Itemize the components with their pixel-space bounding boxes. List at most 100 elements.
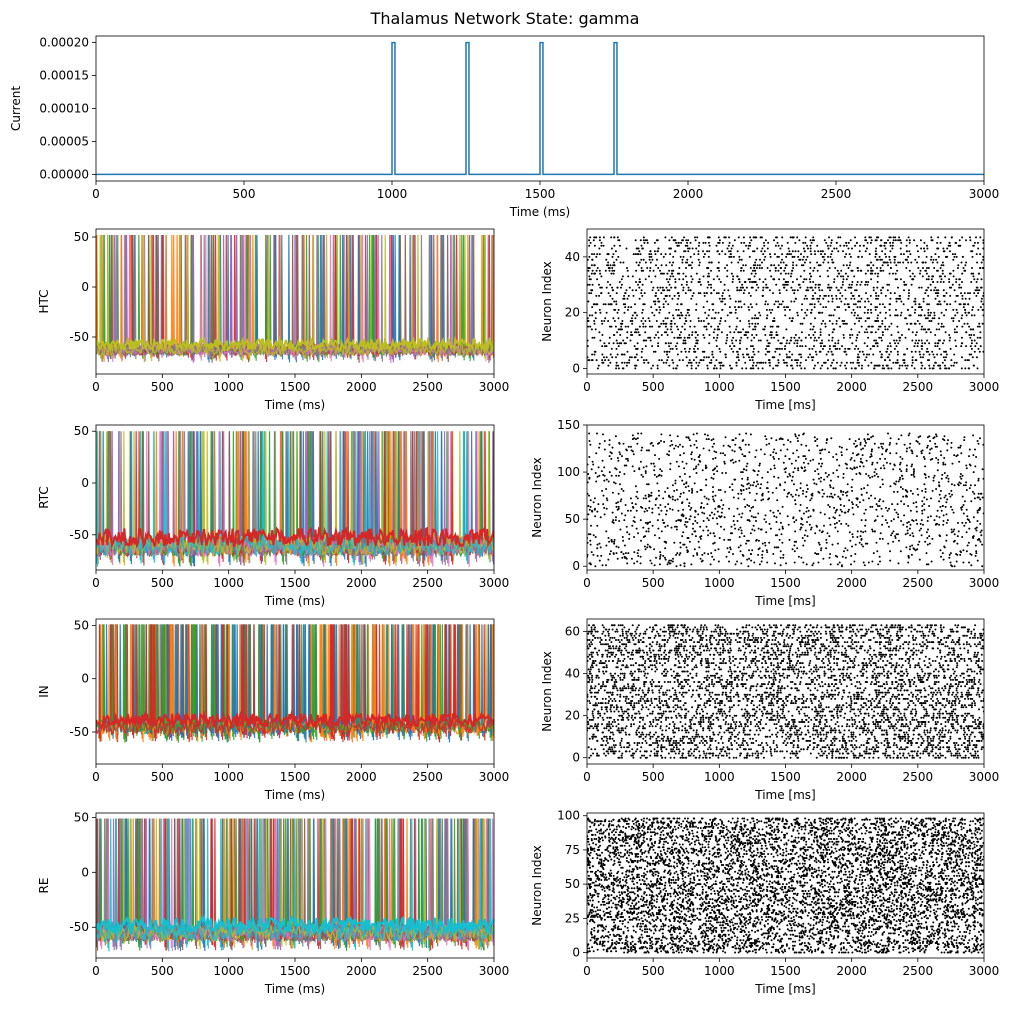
spike-point xyxy=(870,455,873,458)
spike-point xyxy=(647,361,650,364)
spike-point xyxy=(669,462,672,465)
spike-point xyxy=(675,241,678,244)
spike-point xyxy=(776,499,779,502)
spike-point xyxy=(670,559,673,562)
spike-point xyxy=(928,359,930,362)
spike-point xyxy=(981,322,984,325)
spike-point xyxy=(716,334,719,336)
spike-point xyxy=(610,347,613,350)
spike-trace xyxy=(307,431,311,555)
spike-point xyxy=(654,275,657,278)
spike-point xyxy=(845,522,848,525)
spike-point xyxy=(786,283,789,286)
spike-point xyxy=(648,506,651,509)
spike-point xyxy=(919,522,922,525)
spike-point xyxy=(927,308,930,311)
spike-point xyxy=(905,546,908,549)
spike-point xyxy=(950,446,953,449)
spike-point xyxy=(774,350,777,353)
spike-point xyxy=(697,281,700,283)
spike-point xyxy=(702,447,705,450)
spike-point xyxy=(666,328,669,331)
spike-point xyxy=(864,300,867,303)
spike-point xyxy=(735,339,738,342)
spike-point xyxy=(787,272,790,275)
spike-point xyxy=(652,350,655,353)
spike-point xyxy=(740,492,743,495)
spike-point xyxy=(863,331,866,334)
spike-point xyxy=(779,247,782,250)
spike-point xyxy=(678,334,681,336)
spike-point xyxy=(796,342,799,345)
x-tick-label: 0 xyxy=(92,576,100,590)
spike-point xyxy=(781,258,783,261)
spike-point xyxy=(758,464,761,467)
spike-trace xyxy=(245,431,248,545)
spike-trace xyxy=(384,234,387,354)
spike-point xyxy=(835,453,838,456)
spike-point xyxy=(654,454,656,457)
spike-point xyxy=(777,300,780,303)
spike-point xyxy=(814,364,816,367)
spike-point xyxy=(726,275,729,278)
spike-point xyxy=(707,519,710,522)
spike-point xyxy=(812,508,815,511)
x-tick-label: 0 xyxy=(583,380,591,394)
spike-point xyxy=(627,552,630,555)
spike-point xyxy=(619,334,622,336)
spike-point xyxy=(859,269,862,272)
spike-point xyxy=(660,253,663,256)
spike-point xyxy=(697,258,700,261)
spike-point xyxy=(667,356,670,359)
spike-point xyxy=(708,334,711,336)
spike-point xyxy=(824,472,827,474)
spike-point xyxy=(919,269,922,272)
spike-point xyxy=(666,334,669,336)
spike-point xyxy=(836,542,839,545)
spike-point xyxy=(923,473,926,475)
spike-point xyxy=(908,241,911,244)
spike-point xyxy=(915,510,918,513)
spike-point xyxy=(706,267,708,269)
spike-point xyxy=(846,303,849,306)
spike-trace xyxy=(142,431,145,566)
spike-point xyxy=(641,446,644,449)
spike-point xyxy=(621,367,624,370)
spike-point xyxy=(652,462,655,465)
spike-point xyxy=(680,514,683,517)
spike-point xyxy=(970,272,973,275)
spike-point xyxy=(777,306,780,309)
spike-point xyxy=(750,515,753,518)
spike-point xyxy=(884,328,887,331)
spike-point xyxy=(964,264,967,267)
spike-point xyxy=(920,361,923,364)
spike-point xyxy=(910,283,913,286)
spike-point xyxy=(942,514,945,517)
spike-point xyxy=(754,272,757,275)
spike-point xyxy=(715,292,718,295)
spike-point xyxy=(739,446,742,449)
spike-point xyxy=(965,331,968,334)
spike-point xyxy=(909,523,912,526)
spike-point xyxy=(889,314,892,317)
spike-point xyxy=(751,528,754,531)
spike-point xyxy=(790,320,793,322)
spike-point xyxy=(593,353,596,356)
spike-point xyxy=(778,538,781,541)
spike-point xyxy=(809,286,812,289)
spike-point xyxy=(954,253,957,256)
spike-point xyxy=(596,432,598,435)
spike-point xyxy=(920,452,923,455)
spike-point xyxy=(663,297,666,300)
spike-point xyxy=(893,292,896,295)
spike-point xyxy=(840,446,843,449)
spike-point xyxy=(695,356,698,359)
spike-point xyxy=(768,350,771,353)
spike-point xyxy=(761,476,764,479)
spike-point xyxy=(800,526,803,529)
spike-point xyxy=(916,244,918,247)
spike-point xyxy=(935,258,938,261)
spike-point xyxy=(948,272,951,275)
spike-point xyxy=(639,555,642,558)
spike-point xyxy=(603,356,605,359)
